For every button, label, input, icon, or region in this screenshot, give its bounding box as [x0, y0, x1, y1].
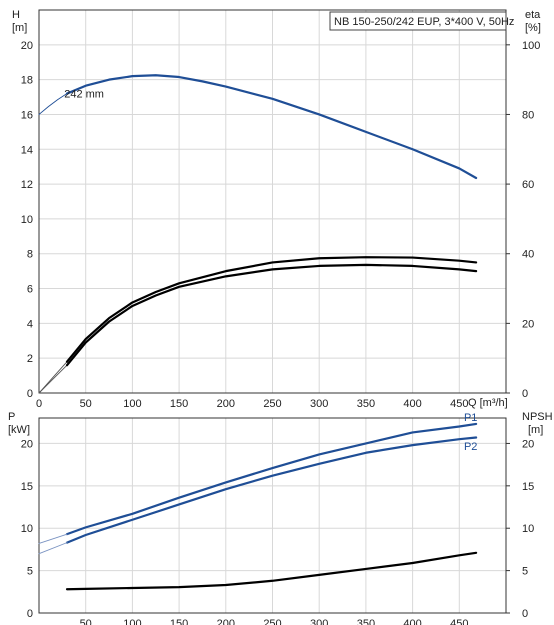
- x-tick-label: 250: [263, 618, 281, 625]
- top-grid: [39, 10, 506, 393]
- x-tick-label: 150: [170, 398, 188, 410]
- y-left-tick-label: 12: [21, 179, 33, 191]
- chart-title-box: NB 150-250/242 EUP, 3*400 V, 50Hz: [329, 11, 514, 31]
- eta-axis-label-line1: eta: [525, 9, 541, 21]
- y-left-tick-label: 5: [27, 566, 33, 578]
- series-line-P1: [65, 422, 478, 536]
- y-left-tick-label: 10: [21, 214, 33, 226]
- y-right-tick-label: 15: [522, 481, 534, 493]
- top-series: [38, 74, 478, 394]
- x-tick-label: 300: [310, 618, 328, 625]
- x-tick-label: 200: [217, 398, 235, 410]
- x-tick-label: 400: [403, 618, 421, 625]
- chart-title: NB 150-250/242 EUP, 3*400 V, 50Hz: [334, 16, 514, 28]
- y-left-tick-label: 0: [27, 388, 33, 400]
- x-tick-label: 0: [36, 398, 42, 410]
- npsh-axis-label-line1: NPSH: [522, 411, 553, 423]
- x-tick-label: 200: [217, 618, 235, 625]
- y-left-tick-label: 6: [27, 284, 33, 296]
- x-tick-label: 400: [403, 398, 421, 410]
- y-left-tick-label: 18: [21, 75, 33, 87]
- y-right-tick-label: 0: [522, 608, 528, 620]
- x-tick-label: 300: [310, 398, 328, 410]
- series-line-npsh: [65, 551, 478, 591]
- y-left-tick-label: 10: [21, 523, 33, 535]
- bottom-plot-frame: [38, 417, 507, 614]
- impeller-diameter-annotation: 242 mm: [64, 89, 104, 101]
- y-left-tick-label: 2: [27, 353, 33, 365]
- y-right-tick-label: 100: [522, 40, 540, 52]
- head-axis-label-line2: [m]: [12, 22, 27, 34]
- y-left-tick-label: 8: [27, 249, 33, 261]
- series-line-efficiency-lower: [65, 263, 478, 367]
- x-tick-label: 350: [357, 618, 375, 625]
- y-left-tick-label: 15: [21, 481, 33, 493]
- bottom-ticks: 50 100 150 200 250 300 350 400 45005101520051015…: [21, 438, 535, 625]
- series-line-efficiency-extrapolated-lower: [38, 364, 68, 394]
- bottom-series: P1 P2: [38, 412, 478, 591]
- x-tick-label: 450: [450, 398, 468, 410]
- power-axis-label-line2: [kW]: [8, 424, 30, 436]
- x-tick-label: 350: [357, 398, 375, 410]
- x-tick-label: 50: [80, 618, 92, 625]
- head-efficiency-panel: 0 50 100 150 200 250 300 350 400 4500246810121416…: [12, 9, 541, 410]
- y-right-tick-label: 5: [522, 566, 528, 578]
- y-right-tick-label: 20: [522, 318, 534, 330]
- y-left-tick-label: 20: [21, 40, 33, 52]
- series-line-efficiency-upper: [65, 256, 478, 363]
- npsh-axis-label-line2: [m]: [528, 424, 543, 436]
- y-right-tick-label: 40: [522, 249, 534, 261]
- series-label-P2: P2: [464, 441, 477, 453]
- series-line-P2: [65, 436, 478, 544]
- x-tick-label: 450: [450, 618, 468, 625]
- y-left-tick-label: 20: [21, 438, 33, 450]
- series-line-head-extrapolated: [38, 93, 68, 115]
- x-tick-label: 100: [123, 398, 141, 410]
- y-right-tick-label: 20: [522, 438, 534, 450]
- bottom-grid: [39, 418, 506, 613]
- series-line-head: [65, 74, 478, 180]
- y-left-tick-label: 0: [27, 608, 33, 620]
- y-left-tick-label: 4: [27, 318, 33, 330]
- y-right-tick-label: 60: [522, 179, 534, 191]
- series-line-power-extrapolated: [38, 533, 68, 544]
- y-right-tick-label: 0: [522, 388, 528, 400]
- series-line-power-extrapolated-2: [38, 542, 68, 555]
- eta-axis-label-line2: [%]: [525, 22, 541, 34]
- power-axis-label-line1: P: [8, 411, 15, 423]
- series-label-P1: P1: [464, 412, 477, 424]
- y-right-tick-label: 80: [522, 109, 534, 121]
- flow-axis-label: Q [m³/h]: [468, 397, 508, 409]
- x-tick-label: 150: [170, 618, 188, 625]
- top-ticks: 0 50 100 150 200 250 300 350 400 4500246810121416…: [21, 40, 541, 410]
- x-tick-label: 250: [263, 398, 281, 410]
- x-tick-label: 50: [80, 398, 92, 410]
- y-left-tick-label: 14: [21, 144, 33, 156]
- top-plot-frame: [38, 9, 507, 394]
- y-left-tick-label: 16: [21, 109, 33, 121]
- x-tick-label: 100: [123, 618, 141, 625]
- head-axis-label-line1: H: [12, 9, 20, 21]
- y-right-tick-label: 10: [522, 523, 534, 535]
